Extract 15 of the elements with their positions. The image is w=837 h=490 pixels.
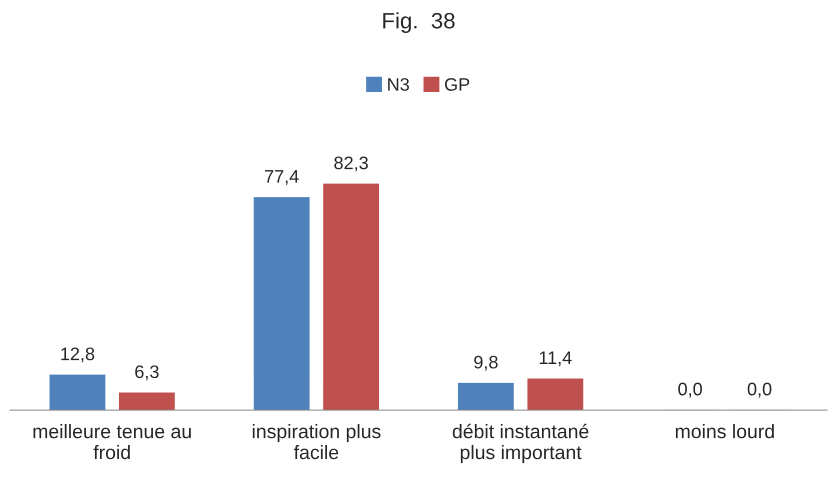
data-label: 12,8 — [61, 347, 94, 362]
data-label: 9,8 — [474, 356, 498, 371]
legend-label: N3 — [388, 78, 409, 91]
x-tick-label: moins lourd — [676, 424, 774, 438]
data-label: 0,0 — [678, 382, 702, 398]
data-label: 11,4 — [540, 352, 572, 366]
data-label: 6,3 — [135, 365, 159, 380]
data-label: 82,3 — [334, 156, 368, 172]
chart-title: Fig. 38 — [383, 12, 455, 33]
legend-label: GP — [444, 78, 470, 91]
x-tick-label: meilleure tenue au froid — [33, 424, 191, 460]
x-tick-label: débit instantané plus important — [452, 424, 588, 464]
x-tick-label: inspiration plus facile — [252, 424, 381, 460]
data-label: 0,0 — [748, 382, 772, 398]
data-label: 77,4 — [265, 170, 299, 185]
